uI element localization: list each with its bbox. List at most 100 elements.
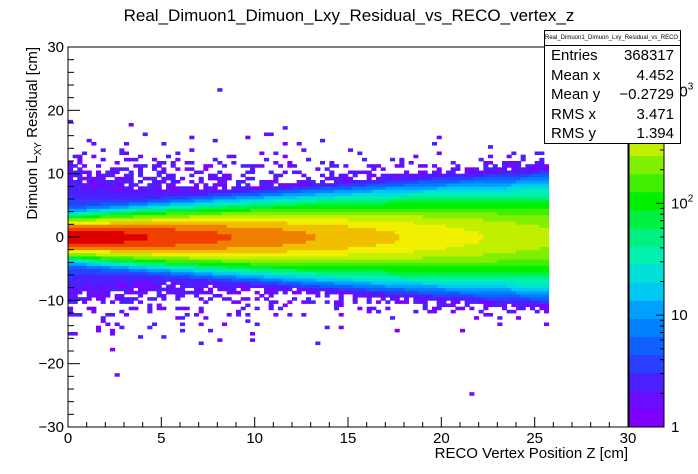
heatmap-cell [348,148,354,152]
heatmap-cell [301,189,307,194]
heatmap-cell [516,246,522,251]
heatmap-cell [278,246,284,251]
heatmap-cell [82,262,88,266]
heatmap-cell [254,259,260,263]
heatmap-cell [334,275,340,279]
heatmap-cell [119,218,125,222]
heatmap-cell [208,227,214,232]
heatmap-cell [469,392,475,396]
heatmap-cell [511,151,517,156]
heatmap-cell [432,221,438,225]
heatmap-cell [240,173,246,178]
heatmap-cell [259,281,265,285]
heatmap-cell [469,240,475,244]
heatmap-cell [418,259,424,263]
heatmap-cell [483,278,489,282]
heatmap-cell [128,237,134,241]
heatmap-cell [511,233,517,238]
heatmap-cell [250,249,256,254]
heatmap-cell [488,180,494,184]
heatmap-cell [502,281,508,285]
heatmap-cell [478,246,484,251]
heatmap-cell [478,300,484,304]
heatmap-cell [357,199,363,203]
heatmap-cell [72,246,78,251]
heatmap-cell [334,180,340,184]
heatmap-cell [324,325,330,330]
heatmap-cell [72,262,78,266]
heatmap-cell [128,278,134,282]
heatmap-cell [180,249,186,254]
heatmap-cell [516,294,522,298]
heatmap-cell [464,265,470,270]
heatmap-cell [474,208,480,213]
heatmap-cell [366,237,372,241]
heatmap-cell [231,154,237,159]
heatmap-cell [282,278,288,282]
heatmap-cell [138,268,144,273]
heatmap-cell [217,271,223,276]
heatmap-cell [128,189,134,194]
heatmap-cell [77,297,83,301]
heatmap-cell [282,154,288,159]
heatmap-cell [222,208,228,213]
heatmap-cell [156,218,162,222]
heatmap-cell [296,186,302,190]
heatmap-cell [380,294,386,298]
heatmap-cell [492,262,498,266]
heatmap-cell [506,208,512,213]
heatmap-cell [100,224,106,228]
heatmap-cell [352,199,358,203]
heatmap-cell [203,256,209,260]
heatmap-cell [152,183,158,187]
heatmap-cell [91,249,97,254]
heatmap-cell [315,167,321,171]
heatmap-cell [119,237,125,241]
heatmap-cell [166,183,172,187]
heatmap-cell [338,275,344,279]
heatmap-cell [376,290,382,295]
heatmap-cell [105,268,111,273]
heatmap-cell [329,199,335,203]
heatmap-cell [287,275,293,279]
heatmap-cell [329,290,335,295]
heatmap-cell [114,268,120,273]
heatmap-cell [184,224,190,228]
heatmap-cell [119,268,125,273]
heatmap-cell [245,275,251,279]
heatmap-cell [142,224,148,228]
heatmap-cell [119,208,125,213]
heatmap-cell [525,284,531,289]
heatmap-cell [198,240,204,244]
heatmap-cell [170,230,176,235]
heatmap-cell [446,211,452,216]
heatmap-cell [68,224,74,228]
heatmap-cell [329,208,335,213]
heatmap-cell [408,186,414,190]
heatmap-cell [497,265,503,270]
heatmap-cell [296,265,302,270]
heatmap-cell [436,211,442,216]
heatmap-cell [245,199,251,203]
heatmap-cell [418,268,424,273]
heatmap-cell [530,294,536,298]
heatmap-cell [114,271,120,276]
heatmap-cell [147,227,153,232]
heatmap-cell [278,186,284,190]
heatmap-cell [142,186,148,190]
heatmap-cell [371,205,377,209]
heatmap-cell [152,224,158,228]
heatmap-cell [203,199,209,203]
heatmap-cell [320,230,326,235]
heatmap-cell [525,259,531,263]
heatmap-cell [436,189,442,194]
heatmap-cell [418,173,424,178]
heatmap-cell [413,294,419,298]
heatmap-cell [399,256,405,260]
heatmap-cell [282,211,288,216]
heatmap-cell [488,246,494,251]
heatmap-cell [231,246,237,251]
heatmap-cell [194,199,200,203]
heatmap-cell [534,309,540,314]
heatmap-cell [502,297,508,301]
